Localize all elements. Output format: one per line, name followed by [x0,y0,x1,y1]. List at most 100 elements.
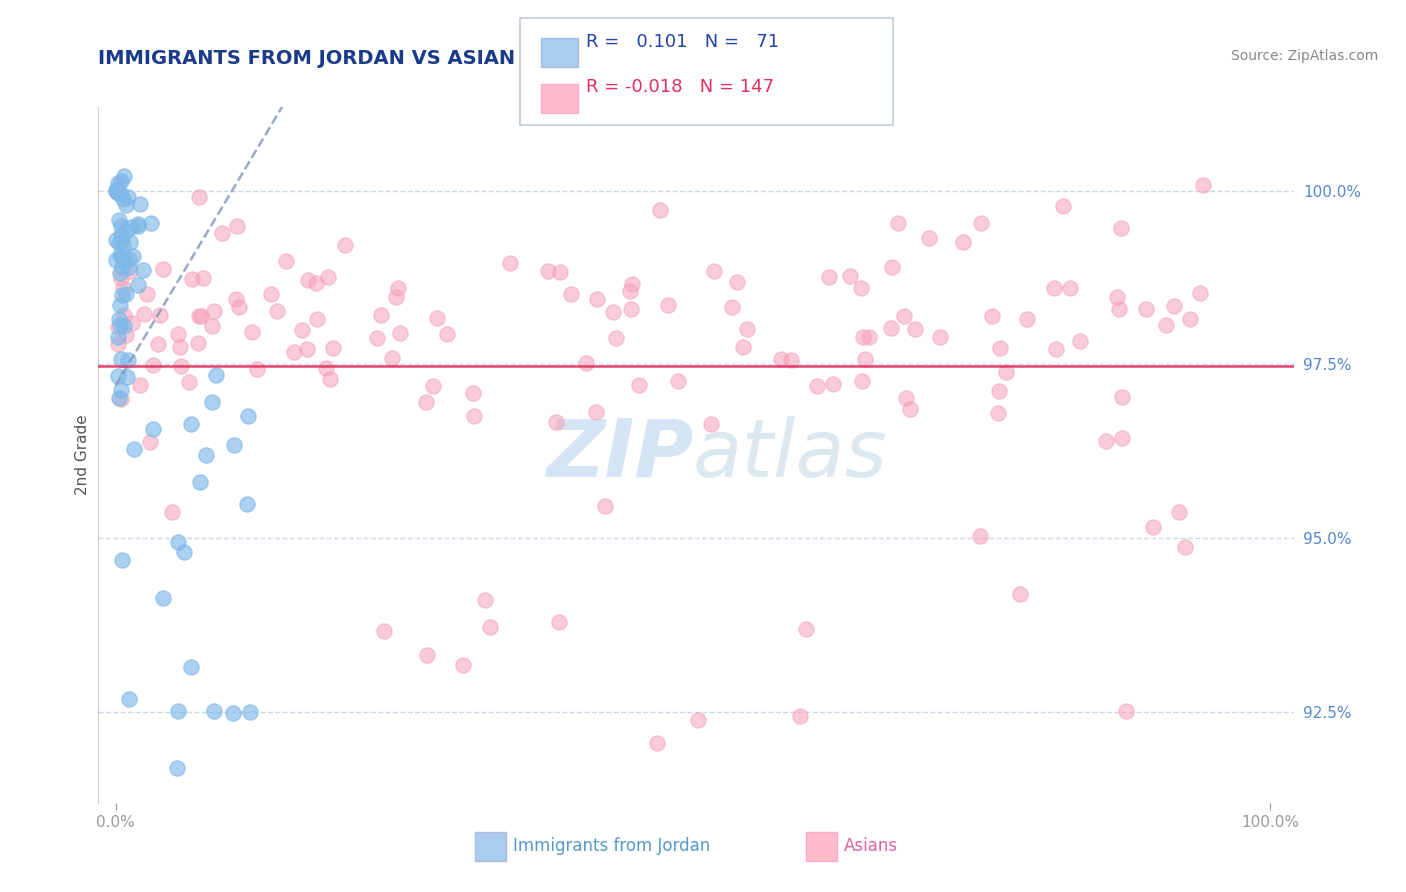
Point [319,372,342,386]
Point [110,392,132,406]
Point [110,260,132,274]
Point [107,186,129,200]
Point [686,713,709,727]
Point [274,254,297,268]
Point [593,499,616,513]
Point [1105,290,1128,304]
Point [104,184,127,198]
Point [194,449,217,463]
Point [142,422,165,436]
Point [1069,334,1091,348]
Point [166,761,188,775]
Point [648,203,671,218]
Point [225,292,247,306]
Point [291,323,314,337]
Point [190,310,212,324]
Point [389,326,412,340]
Point [107,369,129,384]
Point [142,358,165,372]
Point [619,284,641,298]
Point [107,336,129,351]
Point [238,409,260,423]
Point [107,176,129,190]
Point [111,288,134,302]
Point [108,248,131,262]
Point [994,365,1017,379]
Point [266,303,288,318]
Point [295,342,318,356]
Point [111,231,134,245]
Point [152,262,174,277]
Point [370,308,392,322]
Point [721,300,744,314]
Point [173,545,195,559]
Point [167,704,190,718]
Point [240,325,263,339]
Point [121,249,143,263]
Point [236,497,259,511]
Point [117,252,139,266]
Point [1163,299,1185,313]
Point [202,704,225,718]
Point [1142,520,1164,534]
Point [239,705,262,719]
Point [146,336,169,351]
Point [1111,431,1133,445]
Point [224,438,246,452]
Point [851,374,873,388]
Point [117,370,139,384]
Point [132,262,155,277]
Point [108,186,131,201]
Text: ZIP: ZIP [546,416,693,494]
Point [115,224,138,238]
Point [780,352,803,367]
Point [297,273,319,287]
Point [108,212,131,227]
Point [127,218,149,232]
Point [111,281,134,295]
Point [373,624,395,638]
Point [1135,301,1157,316]
Point [187,335,209,350]
Point [108,298,131,312]
Point [117,189,139,203]
Point [952,235,974,249]
Point [770,352,793,367]
Point [969,528,991,542]
Point [904,322,927,336]
Point [585,404,607,418]
Point [537,264,560,278]
Point [114,286,136,301]
Point [385,290,408,304]
Point [204,368,226,382]
Point [849,281,872,295]
Text: R =   0.101   N =   71: R = 0.101 N = 71 [586,33,779,51]
Point [160,505,183,519]
Point [222,706,245,721]
Point [627,377,650,392]
Point [132,307,155,321]
Point [139,435,162,450]
Point [605,331,627,345]
Point [1015,311,1038,326]
Point [107,235,129,250]
Point [305,276,328,290]
Point [1052,199,1074,213]
Point [987,406,1010,420]
Point [107,311,129,326]
Point [880,321,903,335]
Point [880,260,903,274]
Point [893,310,915,324]
Point [416,648,439,662]
Point [121,316,143,330]
Point [1111,391,1133,405]
Point [170,359,193,373]
Point [700,417,723,432]
Point [127,277,149,292]
Point [1168,505,1191,519]
Point [725,275,748,289]
Point [666,374,689,388]
Point [110,270,132,285]
Point [149,308,172,322]
Point [366,331,388,345]
